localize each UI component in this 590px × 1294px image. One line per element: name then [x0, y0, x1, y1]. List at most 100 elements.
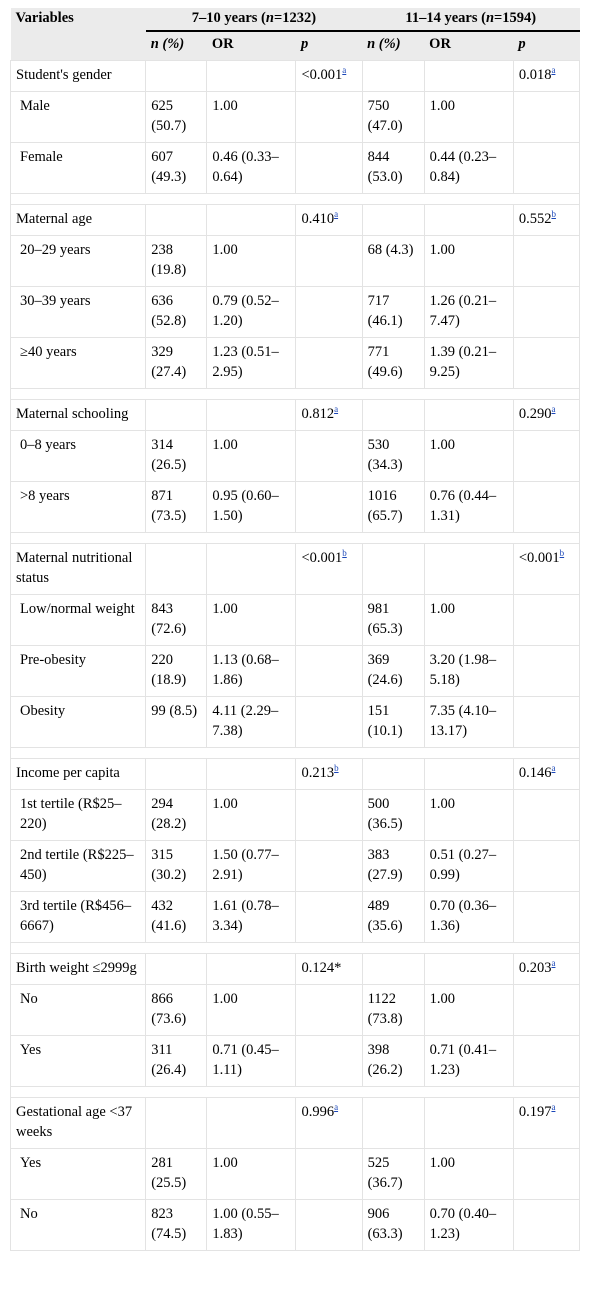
p-value: 0.203 — [518, 960, 552, 976]
or-cell: 0.76 (0.44–1.31) — [423, 481, 514, 533]
row-label: 0–8 years — [9, 430, 147, 482]
or-cell: 1.00 — [206, 1148, 297, 1200]
empty-cell — [512, 891, 581, 943]
p-value: <0.001 — [301, 550, 343, 566]
n-pct-cell: 329 (27.4) — [145, 337, 208, 389]
row-label: Yes — [9, 1035, 147, 1087]
footnote-link[interactable]: a — [334, 209, 339, 220]
p-value-cell: <0.001b — [295, 543, 363, 595]
table-row: >8 years 871 (73.5) 0.95 (0.60–1.50) 1016 (… — [9, 481, 581, 533]
empty-cell — [512, 789, 581, 841]
empty-cell — [295, 984, 363, 1036]
n-pct-cell: 1122 (73.8) — [361, 984, 425, 1036]
empty-cell — [512, 1148, 581, 1200]
n-pct-cell: 981 (65.3) — [361, 594, 425, 646]
p-header-1: p — [295, 31, 363, 61]
or-cell: 1.50 (0.77–2.91) — [206, 840, 297, 892]
empty-cell — [295, 1199, 363, 1251]
n-pct-cell: 311 (26.4) — [145, 1035, 208, 1087]
row-label: Male — [9, 91, 147, 143]
empty-cell — [206, 1097, 297, 1149]
empty-cell — [361, 399, 425, 431]
footnote-link[interactable]: a — [551, 763, 556, 774]
empty-cell — [423, 399, 514, 431]
empty-cell — [295, 840, 363, 892]
n-pct-cell: 315 (30.2) — [145, 840, 208, 892]
empty-cell — [423, 543, 514, 595]
p-value-cell: <0.001a — [295, 60, 363, 92]
p-value-cell: 0.552b — [512, 204, 581, 236]
empty-cell — [512, 481, 581, 533]
footnote-link[interactable]: b — [334, 763, 339, 774]
empty-cell — [512, 645, 581, 697]
empty-cell — [295, 235, 363, 287]
n-pct-cell: 843 (72.6) — [145, 594, 208, 646]
table-row: 0–8 years 314 (26.5) 1.00 530 (34.3) 1.00 — [9, 430, 581, 482]
empty-cell — [295, 142, 363, 194]
footnote-link[interactable]: a — [551, 1102, 556, 1113]
row-label: No — [9, 1199, 147, 1251]
footnote-link[interactable]: a — [334, 404, 339, 415]
spacer-cell — [10, 1086, 580, 1098]
n-pct-cell: 151 (10.1) — [361, 696, 425, 748]
n-pct-cell: 871 (73.5) — [145, 481, 208, 533]
n-pct-cell: 489 (35.6) — [361, 891, 425, 943]
or-cell: 1.00 — [423, 789, 514, 841]
variables-header: Variables — [10, 8, 146, 61]
table-row: No 823 (74.5) 1.00 (0.55–1.83) 906 (63.3) 0.… — [9, 1199, 581, 1251]
footnote-link[interactable]: b — [551, 209, 556, 220]
table-container: Variables 7–10 years (n=1232) 11–14 year… — [9, 8, 581, 1251]
footnote-link[interactable]: a — [334, 1102, 339, 1113]
footnote-link[interactable]: b — [559, 548, 565, 559]
or-cell: 4.11 (2.29–7.38) — [206, 696, 297, 748]
empty-cell — [145, 204, 208, 236]
table-row: 1st tertile (R$25–220) 294 (28.2) 1.00 500 … — [9, 789, 581, 841]
empty-cell — [512, 91, 581, 143]
spacer-cell — [10, 942, 580, 954]
footnote-link[interactable]: a — [551, 958, 556, 969]
footnote-link[interactable]: a — [551, 65, 556, 76]
footnote-link[interactable]: a — [551, 404, 556, 415]
empty-cell — [206, 758, 297, 790]
empty-cell — [361, 60, 425, 92]
empty-cell — [295, 645, 363, 697]
row-label: Yes — [9, 1148, 147, 1200]
empty-cell — [145, 758, 208, 790]
n-pct-cell: 1016 (65.7) — [361, 481, 425, 533]
table-row: Pre-obesity 220 (18.9) 1.13 (0.68–1.86) 369… — [9, 645, 581, 697]
p-value: 0.410 — [301, 211, 335, 227]
or-cell: 7.35 (4.10–13.17) — [423, 696, 514, 748]
empty-cell — [423, 953, 514, 985]
p-value: 0.124* — [301, 960, 342, 976]
n-pct-cell: 238 (19.8) — [145, 235, 208, 287]
empty-cell — [423, 1097, 514, 1149]
or-cell: 1.00 — [423, 1148, 514, 1200]
table-row: Low/normal weight 843 (72.6) 1.00 981 (65.3… — [9, 594, 581, 646]
or-cell: 1.26 (0.21–7.47) — [423, 286, 514, 338]
or-cell: 0.46 (0.33–0.64) — [206, 142, 297, 194]
n-pct-cell: 314 (26.5) — [145, 430, 208, 482]
category-row: Maternal schooling 0.812a 0.290a — [9, 399, 581, 431]
n-pct-cell: 750 (47.0) — [361, 91, 425, 143]
empty-cell — [295, 891, 363, 943]
row-label: ≥40 years — [9, 337, 147, 389]
empty-cell — [206, 399, 297, 431]
row-label: No — [9, 984, 147, 1036]
section-spacer — [10, 532, 580, 544]
empty-cell — [295, 696, 363, 748]
footnote-link[interactable]: b — [342, 548, 347, 559]
p-value: 0.812 — [301, 406, 335, 422]
n-pct-cell: 844 (53.0) — [361, 142, 425, 194]
n-pct-cell: 717 (46.1) — [361, 286, 425, 338]
row-label: 3rd tertile (R$456–6667) — [9, 891, 147, 943]
empty-cell — [295, 91, 363, 143]
or-cell: 0.71 (0.45–1.11) — [206, 1035, 297, 1087]
n-pct-cell: 432 (41.6) — [145, 891, 208, 943]
p-value: 0.996 — [301, 1104, 335, 1120]
empty-cell — [145, 60, 208, 92]
n-pct-header-1: n (%) — [145, 31, 207, 61]
empty-cell — [423, 204, 514, 236]
or-cell: 0.70 (0.40–1.23) — [423, 1199, 514, 1251]
p-value: <0.001 — [301, 67, 343, 83]
footnote-link[interactable]: a — [342, 65, 347, 76]
